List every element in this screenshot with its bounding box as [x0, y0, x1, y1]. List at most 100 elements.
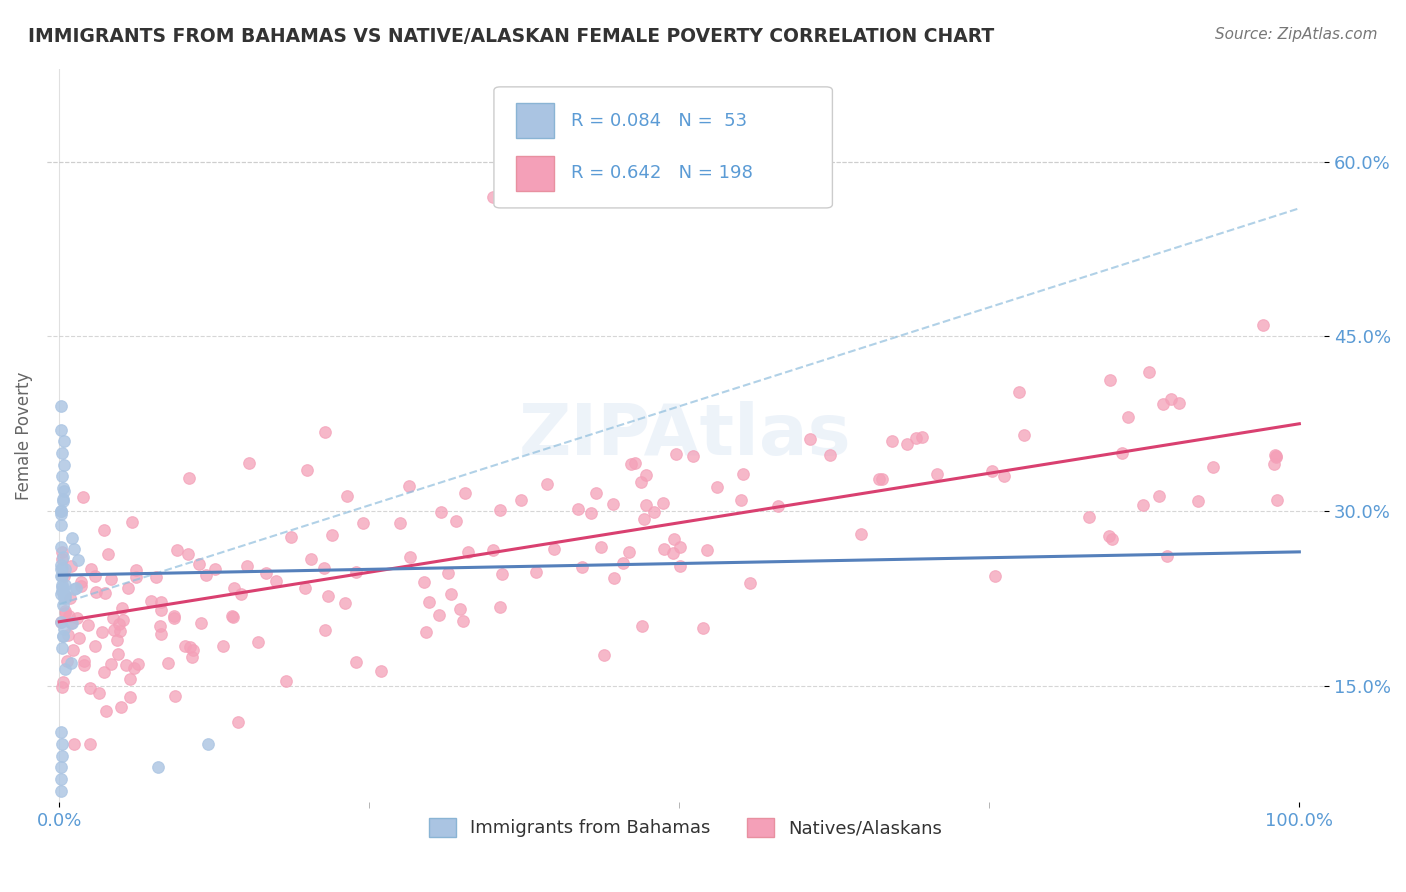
Point: [66, 610, 89, 624]
Point: [52, 591, 75, 605]
Point: [820, 448, 842, 462]
Point: [993, 469, 1015, 483]
Point: [84, 585, 107, 599]
Point: [194, 568, 217, 582]
Point: [235, 559, 257, 574]
Point: [52, 588, 75, 602]
Point: [93, 665, 115, 680]
Point: [353, 516, 375, 530]
Point: [444, 514, 467, 528]
Point: [730, 493, 752, 508]
Point: [524, 565, 547, 579]
Point: [49, 518, 72, 533]
Point: [53, 588, 76, 602]
Point: [148, 760, 170, 774]
Point: [1116, 410, 1139, 425]
Point: [682, 449, 704, 463]
Point: [314, 623, 336, 637]
Point: [79, 737, 101, 751]
Point: [1012, 428, 1035, 442]
Point: [669, 540, 692, 554]
Point: [94, 704, 117, 718]
Point: [619, 545, 641, 559]
Point: [166, 543, 188, 558]
Point: [1008, 385, 1031, 400]
Point: [602, 496, 624, 510]
Point: [67, 631, 90, 645]
Point: [51, 569, 73, 583]
Point: [65, 582, 87, 596]
Point: [52, 629, 75, 643]
Point: [100, 572, 122, 586]
Point: [1264, 449, 1286, 463]
Point: [1160, 392, 1182, 406]
Point: [430, 504, 453, 518]
Point: [870, 472, 893, 486]
Point: [733, 467, 755, 482]
Point: [177, 471, 200, 485]
Point: [316, 589, 339, 603]
Point: [388, 516, 411, 530]
Point: [149, 595, 172, 609]
Point: [451, 614, 474, 628]
Point: [122, 661, 145, 675]
Point: [51, 545, 73, 559]
Point: [94, 586, 117, 600]
Point: [904, 431, 927, 445]
Point: [335, 596, 357, 610]
Point: [51, 583, 73, 598]
Point: [1101, 532, 1123, 546]
Point: [321, 528, 343, 542]
Point: [103, 624, 125, 638]
Point: [571, 560, 593, 574]
Point: [125, 563, 148, 577]
Point: [418, 594, 440, 608]
Point: [49, 760, 72, 774]
FancyBboxPatch shape: [494, 87, 832, 208]
Point: [49, 507, 72, 521]
Point: [181, 650, 204, 665]
Point: [585, 486, 607, 500]
Point: [51, 552, 73, 566]
Point: [62, 642, 84, 657]
Point: [139, 594, 162, 608]
Point: [59, 615, 82, 630]
Point: [49, 562, 72, 576]
Point: [60, 559, 83, 574]
Point: [73, 658, 96, 673]
Point: [63, 737, 86, 751]
Point: [110, 624, 132, 639]
Point: [93, 523, 115, 537]
Point: [643, 505, 665, 519]
Point: [63, 542, 86, 557]
Point: [56, 628, 79, 642]
Point: [254, 566, 277, 581]
Point: [49, 615, 72, 629]
Point: [652, 541, 675, 556]
Point: [49, 399, 72, 413]
Point: [450, 602, 472, 616]
Point: [204, 562, 226, 576]
Point: [173, 639, 195, 653]
Point: [100, 657, 122, 671]
Point: [299, 551, 322, 566]
Point: [51, 748, 73, 763]
Point: [399, 550, 422, 565]
Point: [620, 457, 643, 471]
Point: [567, 501, 589, 516]
Point: [1265, 492, 1288, 507]
Point: [49, 423, 72, 437]
Point: [103, 611, 125, 625]
Point: [1187, 494, 1209, 508]
Point: [1202, 459, 1225, 474]
Point: [84, 640, 107, 654]
Point: [238, 456, 260, 470]
Point: [543, 541, 565, 556]
Point: [491, 567, 513, 582]
Point: [634, 499, 657, 513]
Point: [149, 619, 172, 633]
Point: [53, 662, 76, 676]
Point: [412, 574, 434, 589]
Point: [83, 568, 105, 582]
Point: [457, 545, 479, 559]
